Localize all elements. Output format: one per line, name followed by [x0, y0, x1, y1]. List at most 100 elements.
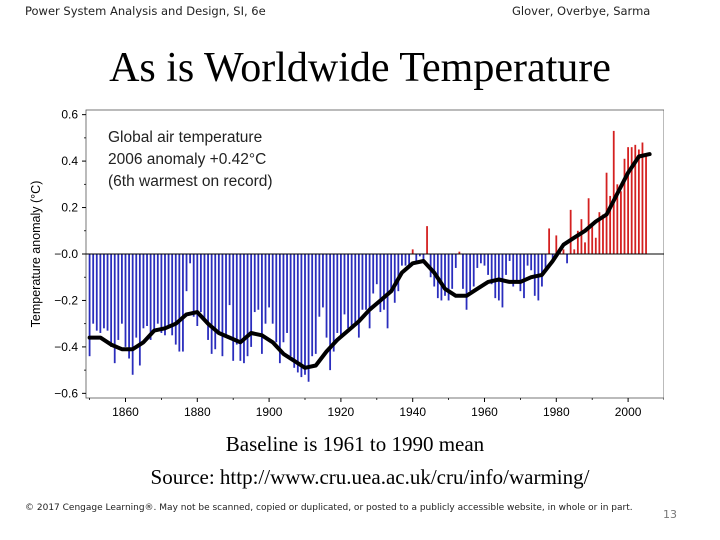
anomaly-bar — [505, 254, 507, 275]
anomaly-bar — [113, 254, 116, 364]
anomaly-bar — [192, 254, 195, 317]
anomaly-bar — [336, 254, 339, 333]
anomaly-bar — [634, 144, 637, 254]
anomaly-bar — [117, 254, 120, 340]
anomaly-bar — [641, 142, 644, 254]
anomaly-bar — [444, 254, 446, 296]
anomaly-bar — [523, 254, 525, 299]
anomaly-bar — [447, 254, 450, 301]
x-tick-label: 1960 — [471, 405, 498, 419]
anomaly-bar — [182, 254, 184, 352]
copyright-footer: © 2017 Cengage Learning®. May not be sca… — [25, 503, 633, 513]
anomaly-bar — [261, 254, 263, 354]
anomaly-bar — [268, 254, 270, 308]
anomaly-bar — [275, 254, 278, 343]
anomaly-bar — [426, 226, 428, 254]
chart-annotation-line: (6th warmest on record) — [108, 173, 273, 190]
anomaly-bar — [253, 254, 256, 313]
anomaly-bar — [397, 254, 400, 292]
anomaly-bar — [207, 254, 209, 340]
anomaly-bar — [264, 254, 267, 324]
anomaly-bar — [411, 249, 414, 254]
anomaly-bar — [232, 254, 235, 361]
x-tick-label: 1900 — [256, 405, 283, 419]
x-tick-label: 1880 — [184, 405, 211, 419]
anomaly-bar — [515, 254, 518, 282]
anomaly-bar — [121, 254, 123, 324]
anomaly-bar — [548, 228, 551, 254]
anomaly-bar — [318, 254, 321, 317]
anomaly-bar — [526, 254, 529, 266]
anomaly-bar — [576, 230, 579, 254]
anomaly-bar — [368, 254, 371, 329]
anomaly-bar — [637, 149, 640, 254]
anomaly-bar — [404, 254, 407, 266]
anomaly-bar — [153, 254, 156, 331]
anomaly-bar — [325, 254, 328, 338]
anomaly-bar — [357, 254, 360, 338]
anomaly-bar — [365, 254, 367, 310]
anomaly-bar — [422, 254, 425, 264]
anomaly-bar — [243, 254, 245, 364]
smoothed-trend-line — [87, 152, 652, 370]
anomaly-bar — [246, 254, 249, 357]
anomaly-bar — [128, 254, 130, 359]
y-tick-label: 0.4 — [61, 154, 78, 168]
anomaly-bar — [203, 254, 206, 320]
anomaly-bar — [566, 254, 568, 264]
anomaly-bar — [458, 251, 461, 254]
header-course-title: Power System Analysis and Design, SI, 6e — [25, 4, 266, 18]
anomaly-bar — [602, 214, 604, 254]
anomaly-bar — [339, 254, 342, 338]
anomaly-bar — [497, 254, 500, 301]
anomaly-bar — [257, 254, 260, 310]
anomaly-bar — [88, 254, 91, 357]
anomaly-bar — [110, 254, 113, 347]
anomaly-bar — [92, 254, 95, 324]
anomaly-bar — [106, 254, 109, 331]
anomaly-bar — [138, 254, 141, 366]
x-tick-label: 1980 — [543, 405, 570, 419]
anomaly-bar — [250, 254, 253, 347]
anomaly-bar — [494, 254, 497, 299]
anomaly-bar — [282, 254, 285, 343]
chart-annotation-line: Global air temperature — [108, 129, 262, 146]
anomaly-bar — [307, 254, 310, 382]
y-tick-label: −0.2 — [54, 293, 78, 307]
anomaly-bar — [383, 254, 385, 310]
anomaly-bar — [415, 254, 418, 261]
anomaly-bar — [146, 254, 148, 326]
anomaly-bar — [311, 254, 314, 357]
anomaly-bar — [296, 254, 299, 373]
anomaly-bar — [314, 254, 317, 354]
anomaly-bar — [164, 254, 166, 336]
anomaly-bar — [350, 254, 353, 326]
anomaly-bar — [454, 254, 457, 268]
x-tick-label: 1940 — [399, 405, 426, 419]
y-tick-label: −0.6 — [54, 386, 78, 400]
chart-annotation-line: 2006 anomaly +0.42°C — [108, 151, 266, 168]
anomaly-bar — [271, 254, 274, 324]
anomaly-bar — [386, 254, 389, 329]
page-number: 13 — [663, 508, 677, 521]
anomaly-bar — [469, 254, 472, 292]
anomaly-bar — [472, 254, 475, 287]
anomaly-bar — [573, 249, 576, 254]
x-tick-label: 1920 — [328, 405, 355, 419]
anomaly-bar — [372, 254, 375, 294]
anomaly-bar — [623, 158, 626, 254]
anomaly-bar — [95, 254, 98, 331]
anomaly-bar — [375, 254, 378, 285]
anomaly-bar — [440, 254, 443, 301]
anomaly-bar — [156, 254, 159, 324]
anomaly-bar — [239, 254, 242, 361]
anomaly-bar — [519, 254, 522, 292]
x-tick-label: 2000 — [615, 405, 642, 419]
anomaly-bar — [217, 254, 220, 333]
anomaly-bar — [612, 130, 615, 254]
anomaly-bar — [221, 254, 224, 357]
anomaly-bar — [167, 254, 170, 326]
anomaly-bar — [135, 254, 138, 338]
anomaly-bar — [131, 254, 134, 375]
anomaly-bar — [480, 254, 482, 264]
